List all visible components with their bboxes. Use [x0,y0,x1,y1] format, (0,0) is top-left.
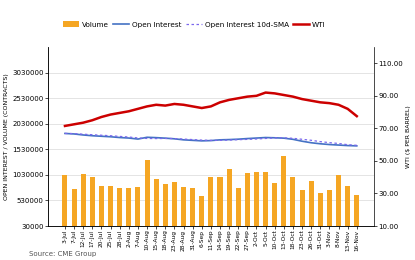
Bar [199,196,204,228]
Legend: Volume, Open Interest, Open Interest 10d-SMA, WTI: Volume, Open Interest, Open Interest 10d… [61,18,329,30]
Bar [227,169,232,228]
Bar [62,176,68,228]
Bar [154,179,159,228]
Bar [290,177,295,228]
Bar [354,195,359,228]
Bar [245,173,250,228]
Bar [336,176,341,228]
Bar [71,189,77,228]
Bar [263,172,268,228]
Bar [300,190,305,228]
Bar [90,177,95,228]
Bar [144,160,149,228]
Bar [272,183,277,228]
Bar [309,180,314,228]
Bar [217,177,222,228]
Bar [172,181,177,228]
Bar [126,188,131,228]
Bar [208,177,213,228]
Bar [254,172,259,228]
Bar [135,187,140,228]
Y-axis label: WTI ($ PER BARREL): WTI ($ PER BARREL) [406,105,411,168]
Bar [190,188,195,228]
Bar [99,186,104,228]
Bar [236,188,241,228]
Bar [281,156,286,228]
Bar [327,190,332,228]
Bar [345,186,350,228]
Text: Source: CME Group: Source: CME Group [29,251,96,257]
Bar [181,187,186,228]
Bar [81,174,86,228]
Bar [117,188,122,228]
Bar [163,184,168,228]
Bar [108,186,113,228]
Y-axis label: OPEN INTEREST / VOLUME (CONTRACTS): OPEN INTEREST / VOLUME (CONTRACTS) [4,73,9,200]
Bar [318,193,323,228]
